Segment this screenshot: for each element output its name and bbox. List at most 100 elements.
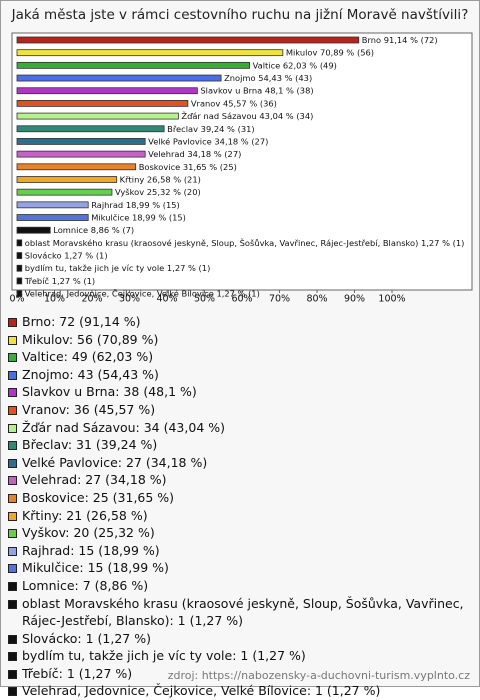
legend-label: Slavkov u Brna: 38 (48,1 %): [22, 384, 197, 400]
legend-item: Velehrad, Jedovnice, Čejkovice, Velké Bí…: [8, 682, 474, 700]
value-label: 1,27 % (1): [64, 250, 107, 260]
legend-item: Třebíč: 1 (1,27 %): [8, 665, 474, 683]
legend-label: Mikulov: 56 (70,89 %): [22, 331, 159, 347]
legend-label: Rajhrad: 15 (18,99 %): [22, 542, 160, 558]
legend-label: Křtiny: 21 (26,58 %): [22, 507, 148, 523]
legend-swatch: [8, 493, 17, 503]
bar-label: Rajhrad 18,99 % (15): [91, 199, 180, 209]
bar: [16, 201, 89, 209]
value-label: 1,27 % (1): [52, 275, 95, 285]
legend-item: Velké Pavlovice: 27 (34,18 %): [8, 454, 474, 472]
bar: [16, 188, 113, 196]
legend-item: bydlím tu, takže jich je víc ty vole: 1 …: [8, 647, 474, 665]
bar: [16, 163, 137, 171]
legend-label: Slovácko: 1 (1,27 %): [22, 630, 151, 646]
bar-label: Znojmo 54,43 % (43): [224, 73, 312, 83]
category-label: Znojmo: [224, 73, 255, 83]
legend-label: Valtice: 49 (62,03 %): [22, 349, 154, 365]
bar: [16, 49, 284, 57]
bar-label: Lomnice 8,86 % (7): [53, 225, 134, 235]
bar-label: Valtice 62,03 % (49): [253, 60, 337, 70]
value-label: 45,57 % (36): [223, 98, 277, 108]
bar: [16, 226, 51, 234]
legend-swatch: [8, 669, 17, 679]
value-label: 1,27 % (1): [167, 263, 210, 273]
legend-swatch: [8, 634, 17, 644]
legend-swatch: [8, 405, 17, 415]
legend-item: Vyškov: 20 (25,32 %): [8, 524, 474, 542]
bar-label: Velehrad, Jedovnice, Čejkovice, Velké Bí…: [25, 287, 260, 298]
category-label: Vranov: [191, 98, 221, 108]
category-label: Lomnice: [53, 225, 88, 235]
legend-swatch: [8, 318, 17, 327]
legend-item: Vranov: 36 (45,57 %): [8, 401, 474, 419]
x-tick-label: 70%: [269, 294, 290, 305]
bar: [16, 61, 251, 69]
legend-swatch: [8, 581, 17, 591]
legend-item: Břeclav: 31 (39,24 %): [8, 436, 474, 454]
legend-swatch: [8, 353, 17, 363]
category-label: Rajhrad: [91, 199, 123, 209]
chart-title: Jaká města jste v rámci cestovního ruchu…: [11, 7, 469, 23]
legend-item: oblast Moravského krasu (kraosové jeskyn…: [8, 595, 474, 630]
bar-label: Boskovice 31,65 % (25): [139, 161, 237, 171]
category-label: oblast Moravského krasu (kraosové jeskyn…: [25, 236, 419, 247]
value-label: 8,86 % (7): [91, 225, 134, 235]
category-label: Brno: [362, 35, 381, 45]
x-tick-label: 20%: [81, 294, 102, 305]
bar-label: bydlím tu, takže jich je víc ty vole 1,2…: [25, 263, 211, 273]
x-tick-label: 40%: [156, 294, 177, 305]
legend-label: Velehrad, Jedovnice, Čejkovice, Velké Bí…: [22, 683, 381, 699]
legend-swatch: [8, 335, 17, 345]
value-label: 1,27 % (1): [216, 288, 259, 298]
legend-item: Lomnice: 7 (8,86 %): [8, 577, 474, 595]
legend-swatch: [8, 388, 17, 398]
bar: [16, 36, 360, 44]
legend-label: Brno: 72 (91,14 %): [22, 314, 141, 329]
legend-label: Žďár nad Sázavou: 34 (43,04 %): [22, 419, 225, 435]
legend-item: Brno: 72 (91,14 %): [8, 313, 474, 331]
bar: [16, 176, 118, 183]
category-label: Slavkov u Brna: [200, 85, 262, 95]
legend-swatch: [8, 476, 17, 486]
legend-item: Boskovice: 25 (31,65 %): [8, 489, 474, 507]
bar: [16, 290, 23, 298]
bar-label: Mikulov 70,89 % (56): [286, 47, 374, 57]
value-label: 62,03 % (49): [283, 60, 337, 70]
legend-item: Mikulčice: 15 (18,99 %): [8, 559, 474, 577]
legend-item: Rajhrad: 15 (18,99 %): [8, 542, 474, 560]
legend-label: Mikulčice: 15 (18,99 %): [22, 560, 169, 576]
bar: [16, 100, 189, 107]
legend-swatch: [8, 546, 17, 556]
legend-swatch: [8, 687, 17, 697]
x-tick-label: 0%: [9, 294, 24, 305]
bar-label: Křtiny 26,58 % (21): [120, 174, 201, 184]
bar-label: Třebíč 1,27 % (1): [24, 275, 95, 285]
bar: [16, 264, 23, 272]
legend-item: Znojmo: 43 (54,43 %): [8, 366, 474, 384]
value-label: 26,58 % (21): [147, 174, 201, 184]
bar: [16, 214, 89, 221]
x-tick-label: 30%: [119, 294, 140, 305]
source: zdroj: https://nabozensky-a-duchovni-tur…: [167, 669, 470, 682]
category-label: Slovácko: [25, 250, 62, 260]
x-tick-label: 10%: [44, 294, 65, 305]
legend-swatch: [8, 441, 17, 451]
bar-label: Vyškov 25,32 % (20): [115, 187, 201, 197]
bar-label: Velké Pavlovice 34,18 % (27): [148, 136, 268, 146]
bar-label: oblast Moravského krasu (kraosové jeskyn…: [25, 236, 465, 247]
bar: [16, 150, 146, 158]
legend-item: Valtice: 49 (62,03 %): [8, 348, 474, 366]
legend-label: Velké Pavlovice: 27 (34,18 %): [22, 454, 208, 470]
x-tick-label: 50%: [194, 294, 215, 305]
legend-label: oblast Moravského krasu (kraosové jeskyn…: [22, 595, 464, 629]
value-label: 31,65 % (25): [183, 161, 237, 171]
legend-label: Boskovice: 25 (31,65 %): [22, 489, 175, 505]
bar-label: Břeclav 39,24 % (31): [167, 123, 254, 133]
value-label: 25,32 % (20): [147, 187, 201, 197]
value-label: 39,24 % (31): [201, 123, 255, 133]
category-label: Velké Pavlovice: [148, 136, 212, 146]
category-label: Velehrad: [148, 149, 185, 159]
bar: [16, 239, 23, 247]
